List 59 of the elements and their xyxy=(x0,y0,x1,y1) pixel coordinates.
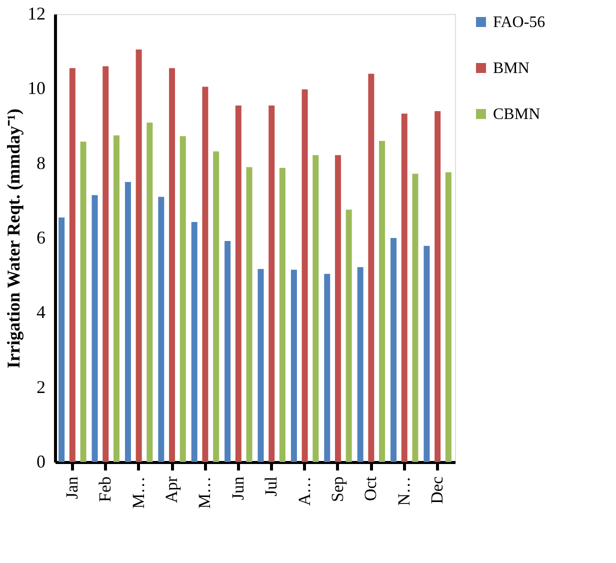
x-tick-label: M… xyxy=(128,476,148,509)
y-tick-label: 6 xyxy=(36,228,46,248)
bar xyxy=(279,168,286,462)
y-axis-title: Irrigation Water Reqt. (mmday⁻¹) xyxy=(4,108,24,368)
x-tick-label: Jan xyxy=(62,476,82,500)
bar xyxy=(258,268,264,462)
y-tick-label: 10 xyxy=(28,78,46,98)
bar xyxy=(290,270,297,462)
bar xyxy=(58,217,65,462)
bar xyxy=(346,210,352,462)
bar xyxy=(302,89,308,462)
bar xyxy=(334,155,341,462)
x-tick-label: Jul xyxy=(262,476,281,496)
bar xyxy=(368,74,374,462)
bar xyxy=(146,122,153,462)
bar xyxy=(102,66,109,462)
bar xyxy=(357,267,364,462)
bar xyxy=(180,136,186,462)
bar xyxy=(224,240,231,462)
x-tick-label: Apr xyxy=(162,476,182,503)
y-tick-label: 8 xyxy=(36,152,46,173)
x-tick-label: Oct xyxy=(361,476,380,502)
bar xyxy=(401,114,408,462)
bar xyxy=(113,135,120,462)
bar xyxy=(80,142,86,462)
x-tick-label: A… xyxy=(294,476,314,506)
bar xyxy=(136,49,142,462)
bar xyxy=(246,167,252,462)
bar xyxy=(268,105,275,462)
y-tick-label: 4 xyxy=(36,302,46,322)
bar xyxy=(69,68,76,462)
x-tick-label: Sep xyxy=(328,476,347,502)
bar xyxy=(424,246,430,462)
x-tick-label: Dec xyxy=(428,476,447,504)
bar xyxy=(158,196,164,462)
y-tick-label: 2 xyxy=(36,376,46,397)
x-tick-label: Jun xyxy=(228,476,248,500)
bar xyxy=(434,111,441,462)
x-tick-label: Feb xyxy=(96,476,115,502)
bar xyxy=(124,182,131,462)
legend-label: CBMN xyxy=(493,106,541,123)
bar xyxy=(324,274,330,462)
y-tick-label: 12 xyxy=(28,4,46,24)
bar xyxy=(202,86,208,462)
legend-label: BMN xyxy=(493,60,530,77)
x-tick-label: M… xyxy=(195,476,214,509)
bar xyxy=(213,151,220,462)
legend-label: FAO-56 xyxy=(493,14,546,31)
bar xyxy=(412,174,418,462)
bar xyxy=(390,238,397,462)
bar xyxy=(92,195,98,462)
bar xyxy=(379,140,386,462)
bar xyxy=(235,105,242,462)
bar xyxy=(191,222,198,462)
x-tick-label: N… xyxy=(394,476,414,506)
y-tick-label: 0 xyxy=(36,452,46,472)
bar xyxy=(445,172,452,462)
bar xyxy=(169,68,176,462)
bar xyxy=(312,155,319,462)
